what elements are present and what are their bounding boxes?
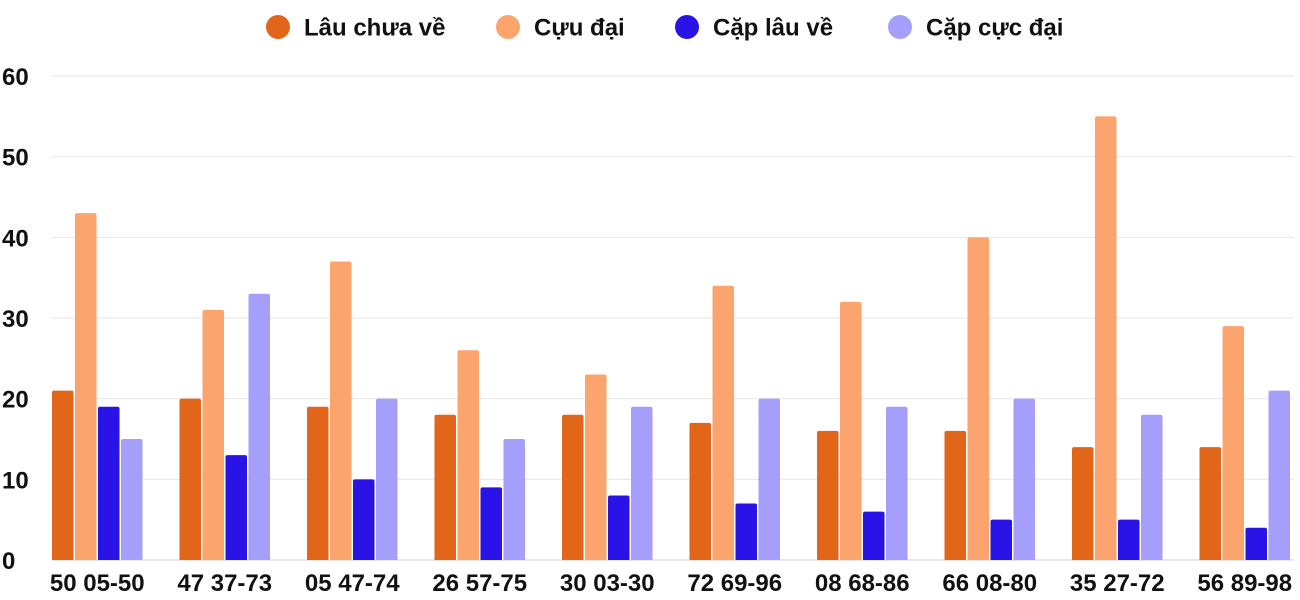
bar[interactable]	[503, 439, 526, 560]
bar[interactable]	[758, 398, 781, 560]
legend-label: Cặp lâu về	[713, 15, 833, 42]
legend-label: Cựu đại	[534, 15, 625, 42]
bar-group	[434, 350, 526, 560]
bar[interactable]	[1013, 398, 1036, 560]
bar[interactable]	[689, 422, 712, 560]
bar[interactable]	[840, 301, 862, 560]
bar-group	[52, 213, 143, 560]
bar[interactable]	[1141, 414, 1163, 560]
x-tick-label: 56 89-98	[1197, 570, 1292, 597]
y-tick-label: 60	[2, 64, 29, 91]
y-tick-label: 0	[2, 548, 15, 575]
bar[interactable]	[585, 374, 607, 560]
y-tick-label: 30	[2, 306, 29, 333]
y-tick-label: 40	[2, 225, 29, 252]
bar[interactable]	[1095, 116, 1117, 560]
x-tick-label: 30 03-30	[560, 570, 655, 597]
x-tick-label: 05 47-74	[305, 570, 400, 597]
bar[interactable]	[863, 511, 885, 560]
bar-group	[307, 261, 398, 560]
bar[interactable]	[1072, 447, 1094, 560]
bar[interactable]	[967, 237, 990, 561]
legend-swatch	[675, 15, 699, 39]
x-tick-label: 26 57-75	[432, 570, 527, 597]
legend-item[interactable]: Cặp cực đại	[888, 15, 1063, 42]
bar-group	[1199, 326, 1291, 560]
x-axis: 50 05-50 47 37-73 05 47-74 26 57-75 30 03-30…	[50, 570, 1292, 597]
bar[interactable]	[944, 430, 967, 560]
legend-item[interactable]: Lâu chưa về	[266, 15, 445, 42]
bar[interactable]	[480, 487, 503, 560]
bar[interactable]	[98, 406, 120, 560]
bar-group	[817, 301, 908, 560]
bar[interactable]	[1245, 527, 1268, 560]
bar[interactable]	[52, 390, 74, 560]
bars	[52, 116, 1291, 561]
bar[interactable]	[817, 430, 839, 560]
bar[interactable]	[886, 406, 908, 560]
bar[interactable]	[179, 398, 202, 560]
legend: Lâu chưa về Cựu đại Cặp lâu về Cặp cực đại	[266, 15, 1063, 42]
legend-swatch	[496, 15, 520, 39]
x-tick-label: 50 05-50	[50, 570, 145, 597]
x-tick-label: 35 27-72	[1070, 570, 1165, 597]
x-tick-label: 08 68-86	[815, 570, 910, 597]
bar[interactable]	[307, 406, 329, 560]
bar[interactable]	[376, 398, 398, 560]
bar-group	[179, 293, 271, 560]
bar[interactable]	[121, 439, 143, 560]
y-tick-label: 20	[2, 387, 29, 414]
bar-group	[689, 285, 781, 560]
bar[interactable]	[1268, 390, 1291, 560]
bar[interactable]	[434, 414, 457, 560]
y-tick-label: 10	[2, 467, 29, 494]
x-tick-label: 72 69-96	[687, 570, 782, 597]
x-tick-label: 47 37-73	[177, 570, 272, 597]
legend-swatch	[888, 15, 912, 39]
bar-group	[562, 374, 653, 560]
bar[interactable]	[1199, 447, 1222, 560]
bar[interactable]	[75, 213, 97, 560]
bar[interactable]	[1222, 326, 1245, 560]
bar[interactable]	[1118, 519, 1140, 560]
bar[interactable]	[712, 285, 735, 560]
legend-swatch	[266, 15, 290, 39]
y-axis: 0 10 20 30 40 50 60	[2, 64, 29, 575]
bar[interactable]	[735, 503, 758, 560]
bar[interactable]	[457, 350, 480, 560]
bar-group	[944, 237, 1036, 561]
bar[interactable]	[990, 519, 1013, 560]
bar[interactable]	[225, 455, 248, 560]
legend-label: Lâu chưa về	[304, 15, 445, 42]
y-tick-label: 50	[2, 145, 29, 172]
bar[interactable]	[353, 479, 375, 560]
legend-item[interactable]: Cựu đại	[496, 15, 625, 42]
legend-label: Cặp cực đại	[926, 15, 1063, 42]
bar[interactable]	[330, 261, 352, 560]
bar[interactable]	[631, 406, 653, 560]
x-tick-label: 66 08-80	[942, 570, 1037, 597]
bar-group	[1072, 116, 1163, 560]
bar[interactable]	[248, 293, 271, 560]
bar[interactable]	[562, 414, 584, 560]
legend-item[interactable]: Cặp lâu về	[675, 15, 833, 42]
bar[interactable]	[608, 495, 630, 560]
bar[interactable]	[202, 309, 225, 560]
